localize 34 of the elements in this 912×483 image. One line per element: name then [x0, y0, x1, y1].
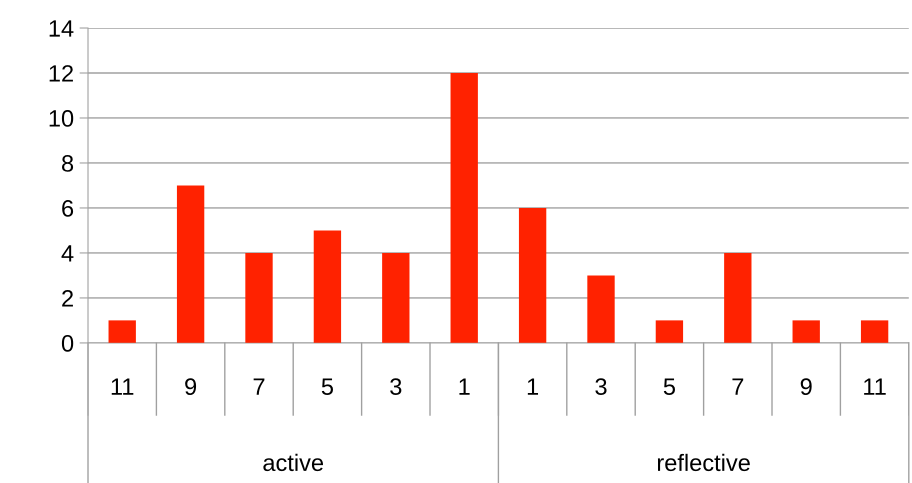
x-tick-label: 9 [185, 378, 196, 395]
x-tick-label: 5 [322, 378, 333, 395]
bar [450, 73, 478, 343]
bar [314, 230, 342, 343]
bar [245, 252, 273, 343]
x-tick-label: 9 [800, 378, 812, 395]
bar [518, 208, 546, 343]
bar [108, 320, 136, 343]
x-tick-label: 3 [595, 378, 607, 395]
y-tick-label: 6 [62, 200, 74, 217]
y-tick-label: 14 [50, 20, 74, 37]
x-tick-label: 1 [528, 378, 538, 395]
bar [382, 252, 410, 343]
bar [792, 320, 820, 343]
bar [587, 275, 615, 343]
text: active [263, 454, 323, 472]
bar [656, 320, 684, 343]
x-tick-label: 7 [732, 378, 744, 395]
x-tick-label: 1 [459, 378, 470, 395]
x-tick-label: 11 [112, 378, 134, 395]
y-tick-label: 0 [62, 335, 74, 352]
y-tick-label: 4 [62, 245, 74, 262]
y-tick-label: 10 [50, 110, 74, 127]
y-tick-label: 8 [62, 155, 74, 172]
y-tick-label: 12 [50, 65, 73, 82]
bar [724, 252, 752, 343]
x-tick-label: 7 [254, 378, 264, 395]
x-tick-label: 3 [390, 378, 402, 395]
y-tick-label: 2 [62, 290, 73, 306]
text: reflective [658, 454, 750, 472]
x-tick-label: 11 [864, 378, 886, 395]
x-tick-label: 5 [664, 378, 675, 395]
bar [860, 320, 888, 343]
bar [176, 185, 204, 343]
